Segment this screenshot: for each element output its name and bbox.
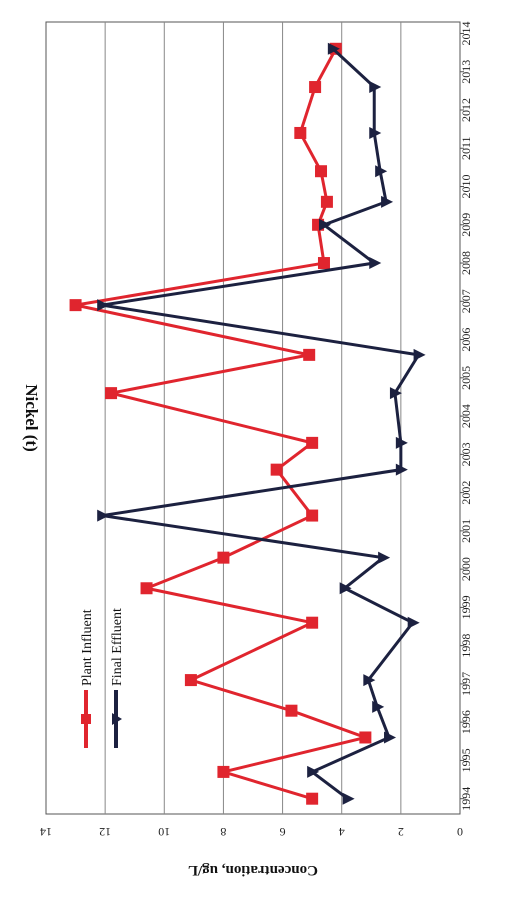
series-layer — [69, 42, 426, 805]
data-point — [375, 165, 388, 178]
x-tick-label: 2000 — [459, 557, 473, 581]
data-point — [369, 257, 382, 270]
y-tick-label: 6 — [280, 825, 286, 839]
x-tick-label: 2013 — [459, 60, 473, 84]
data-point — [318, 218, 331, 231]
data-point — [294, 126, 307, 139]
data-point — [369, 81, 382, 94]
data-point — [303, 348, 316, 361]
y-tick-label: 14 — [40, 825, 52, 839]
y-tick-label: 8 — [220, 825, 226, 839]
gridlines — [104, 22, 402, 814]
data-point — [306, 436, 319, 449]
plot-area — [45, 21, 461, 815]
x-tick-labels: 1994 1995 1996 1997 1998 1999 2000 2001 2002 2003… — [459, 21, 473, 810]
data-point — [395, 463, 408, 476]
x-tick-label: 1999 — [459, 595, 473, 619]
x-tick-label: 2002 — [459, 481, 473, 505]
chart-title: Nickel (t) — [22, 384, 41, 452]
x-tick-label: 2009 — [459, 213, 473, 237]
data-point — [395, 436, 408, 449]
x-tick-label: 2008 — [459, 251, 473, 275]
data-point — [217, 765, 230, 778]
data-point — [381, 195, 394, 208]
series-plant-influent — [69, 42, 372, 805]
data-point — [105, 387, 118, 400]
y-tick-label: 4 — [339, 825, 345, 839]
y-axis-title: Concentration, ug/L — [188, 862, 318, 878]
x-tick-label: 2014 — [459, 21, 473, 45]
data-point — [327, 42, 340, 55]
x-tick-label: 1995 — [459, 748, 473, 772]
x-tick-label: 2006 — [459, 328, 473, 352]
x-tick-label: 2003 — [459, 442, 473, 466]
data-point — [306, 509, 319, 522]
data-point — [339, 582, 352, 595]
y-tick-label: 2 — [398, 825, 404, 839]
legend: Plant Influent Final Effluent — [80, 608, 125, 748]
data-point — [320, 195, 333, 208]
x-tick-label: 2001 — [459, 519, 473, 543]
legend-label: Final Effluent — [110, 608, 125, 686]
x-tick-label: 2007 — [459, 289, 473, 313]
data-point — [184, 674, 197, 687]
data-point — [389, 387, 402, 400]
legend-marker — [112, 713, 122, 725]
data-point — [359, 731, 372, 744]
x-tick-label: 2012 — [459, 98, 473, 122]
y-tick-label: 10 — [158, 825, 170, 839]
x-tick-label: 1998 — [459, 634, 473, 658]
data-point — [285, 704, 298, 717]
data-point — [315, 165, 328, 178]
data-point — [407, 616, 420, 629]
y-tick-label: 12 — [99, 825, 111, 839]
data-point — [309, 81, 322, 94]
data-point — [140, 582, 153, 595]
x-tick-label: 1996 — [459, 710, 473, 734]
data-point — [306, 792, 319, 805]
data-point — [270, 463, 283, 476]
data-point — [306, 616, 319, 629]
data-point — [369, 126, 382, 139]
data-point — [342, 792, 355, 805]
data-point — [97, 299, 110, 312]
data-point — [413, 348, 426, 361]
data-point — [372, 700, 385, 713]
data-point — [307, 765, 320, 778]
legend-label: Plant Influent — [80, 609, 95, 686]
data-point — [217, 551, 230, 564]
data-point — [97, 509, 110, 522]
x-tick-label: 2005 — [459, 366, 473, 390]
x-tick-label: 2004 — [459, 404, 473, 428]
x-tick-label: 2010 — [459, 175, 473, 199]
series-final-effluent — [97, 42, 426, 805]
y-tick-labels: 0 2 4 6 8 10 12 14 — [40, 825, 463, 839]
data-point — [384, 731, 397, 744]
data-point — [363, 674, 376, 687]
y-tick-label: 0 — [457, 825, 463, 839]
data-point — [69, 299, 82, 312]
x-tick-label: 2011 — [459, 136, 473, 160]
x-tick-label: 1994 — [459, 787, 473, 811]
x-tick-label: 1997 — [459, 672, 473, 696]
data-point — [378, 551, 391, 564]
legend-marker — [81, 714, 91, 724]
data-point — [317, 257, 330, 270]
